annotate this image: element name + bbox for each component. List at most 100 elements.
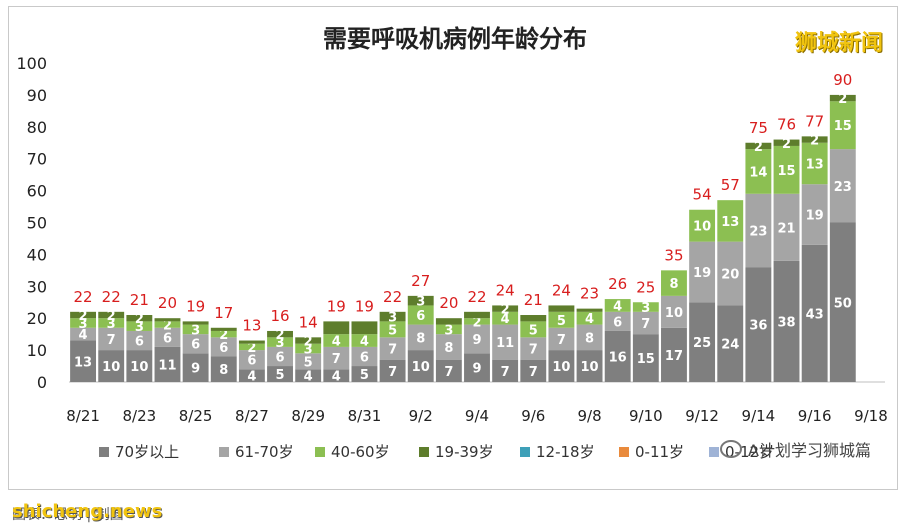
bar-total-label: 23 bbox=[580, 285, 599, 303]
segment-label: 4 bbox=[501, 312, 510, 327]
segment-label: 6 bbox=[247, 354, 256, 369]
bar-segment bbox=[210, 337, 237, 357]
bar-segment bbox=[548, 311, 575, 328]
segment-label: 2 bbox=[304, 335, 313, 350]
bar-total-label: 21 bbox=[130, 291, 149, 309]
segment-label: 2 bbox=[810, 134, 819, 149]
bar-segment bbox=[407, 295, 434, 306]
segment-label: 3 bbox=[304, 343, 313, 358]
bar-segment bbox=[689, 209, 716, 242]
bar-segment bbox=[323, 369, 350, 382]
source-note: 图表：思明 | 制图 bbox=[12, 507, 124, 523]
bar-total-label: 76 bbox=[777, 116, 796, 134]
bar-segment bbox=[745, 142, 772, 150]
segment-label: 50 bbox=[834, 296, 852, 311]
segment-label: 3 bbox=[641, 301, 650, 316]
segment-label: 17 bbox=[665, 349, 683, 364]
bar-segment bbox=[238, 340, 265, 344]
legend: 70岁以上 61-70岁 40-60岁 19-39岁 12-18岁 0-11岁 0-12岁 bbox=[99, 443, 774, 461]
segment-label: 36 bbox=[749, 319, 767, 334]
segment-label: 6 bbox=[276, 350, 285, 365]
bar-total-label: 25 bbox=[636, 278, 655, 296]
bar-segment bbox=[548, 305, 575, 312]
bar-total-label: 20 bbox=[439, 294, 458, 312]
segment-label: 10 bbox=[665, 306, 683, 321]
bar-segment bbox=[267, 366, 293, 382]
bar-segment bbox=[576, 311, 603, 325]
bar-segment bbox=[323, 321, 350, 335]
legend-swatch bbox=[709, 447, 719, 457]
segment-label: 23 bbox=[834, 180, 852, 195]
segment-label: 9 bbox=[191, 362, 200, 377]
x-tick-label: 9/18 bbox=[854, 407, 888, 425]
legend-swatch bbox=[219, 447, 229, 457]
bar-total-label: 17 bbox=[214, 304, 233, 322]
bar-segment bbox=[435, 359, 462, 382]
x-tick-label: 9/2 bbox=[409, 407, 433, 425]
segment-label: 10 bbox=[581, 360, 599, 375]
x-tick-label: 9/8 bbox=[577, 407, 601, 425]
segment-label: 2 bbox=[163, 319, 172, 334]
legend-swatch bbox=[315, 447, 325, 457]
segment-label: 2 bbox=[79, 309, 88, 324]
y-tick-label: 100 bbox=[16, 54, 47, 73]
bar-segment bbox=[154, 321, 181, 328]
segment-label: 15 bbox=[834, 119, 852, 134]
segment-label: 7 bbox=[557, 333, 566, 348]
bar-segment bbox=[492, 324, 519, 360]
segment-label: 8 bbox=[416, 331, 425, 346]
bar-segment bbox=[604, 330, 631, 382]
bar-segment bbox=[154, 327, 181, 347]
watermark: shicheng.news bbox=[12, 501, 163, 522]
bars: 1343222107322210632211162209631986217462… bbox=[70, 71, 856, 385]
bar-segment bbox=[576, 324, 603, 351]
segment-label: 7 bbox=[388, 343, 397, 358]
bar-segment bbox=[520, 321, 547, 338]
bar-total-label: 19 bbox=[355, 297, 374, 315]
bar-segment bbox=[548, 327, 575, 351]
segment-label: 9 bbox=[472, 333, 481, 348]
bar-total-label: 75 bbox=[749, 119, 768, 137]
bar-total-label: 22 bbox=[74, 288, 93, 306]
segment-label: 10 bbox=[693, 220, 711, 235]
segment-label: 6 bbox=[191, 338, 200, 353]
bar-segment bbox=[98, 318, 125, 328]
x-tick-label: 9/6 bbox=[521, 407, 545, 425]
x-tick-label: 9/4 bbox=[465, 407, 489, 425]
segment-label: 13 bbox=[806, 157, 824, 172]
bar-total-label: 22 bbox=[102, 288, 121, 306]
x-tick-label: 9/14 bbox=[742, 407, 776, 425]
bar-segment bbox=[464, 311, 490, 319]
bar-segment bbox=[323, 334, 350, 347]
segment-label: 2 bbox=[219, 328, 228, 343]
segment-label: 4 bbox=[304, 370, 313, 385]
bar-segment bbox=[379, 337, 406, 360]
segment-label: 10 bbox=[412, 360, 430, 375]
wechat-icon bbox=[720, 440, 743, 458]
segment-label: 20 bbox=[721, 268, 739, 283]
x-tick-label: 9/10 bbox=[629, 407, 663, 425]
bar-segment bbox=[210, 330, 237, 338]
bar-total-label: 90 bbox=[833, 71, 852, 89]
chart-frame: 需要呼吸机病例年龄分布 0 10 20 30 40 50 60 70 80 90 100 13 4 3 2… bbox=[8, 6, 898, 490]
bar-segment bbox=[717, 305, 744, 382]
segment-label: 7 bbox=[529, 343, 538, 358]
y-tick-label: 40 bbox=[27, 245, 47, 264]
segment-label: 3 bbox=[107, 317, 116, 332]
segment-label: 4 bbox=[613, 299, 622, 314]
bar-total-label: 54 bbox=[693, 186, 712, 204]
bar-segment bbox=[717, 200, 744, 242]
bar-total-label: 24 bbox=[496, 281, 515, 299]
bar-segment bbox=[801, 244, 828, 382]
segment-label: 3 bbox=[276, 336, 285, 351]
bar-segment bbox=[126, 350, 153, 382]
bar-total-label: 26 bbox=[608, 275, 627, 293]
segment-label: 23 bbox=[749, 224, 767, 239]
bar-segment bbox=[492, 311, 519, 325]
bar-segment bbox=[829, 149, 856, 223]
bar-total-label: 19 bbox=[327, 297, 346, 315]
y-tick-label: 80 bbox=[27, 118, 47, 137]
legend-entry: 19-39岁 bbox=[435, 443, 494, 461]
bar-segment bbox=[435, 324, 462, 335]
bar-segment bbox=[829, 94, 856, 102]
